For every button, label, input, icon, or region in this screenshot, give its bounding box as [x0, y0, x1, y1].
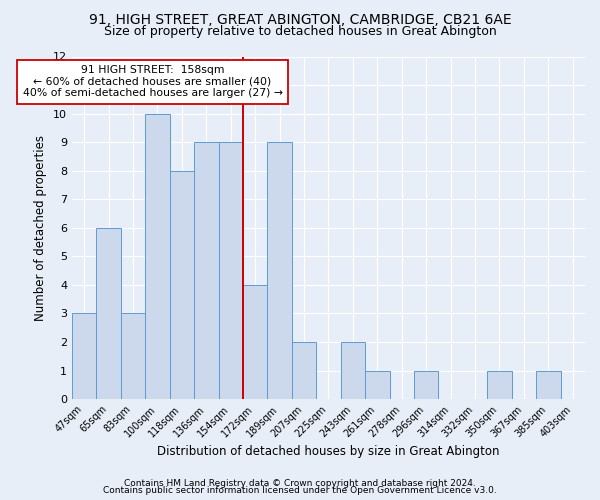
- Bar: [145, 114, 170, 399]
- Bar: [97, 228, 121, 399]
- Bar: [72, 314, 97, 399]
- Bar: [170, 170, 194, 399]
- Text: Size of property relative to detached houses in Great Abington: Size of property relative to detached ho…: [104, 25, 496, 38]
- Text: 91, HIGH STREET, GREAT ABINGTON, CAMBRIDGE, CB21 6AE: 91, HIGH STREET, GREAT ABINGTON, CAMBRID…: [89, 12, 511, 26]
- Bar: [268, 142, 292, 399]
- Text: Contains public sector information licensed under the Open Government Licence v3: Contains public sector information licen…: [103, 486, 497, 495]
- Bar: [414, 370, 439, 399]
- Bar: [121, 314, 145, 399]
- Bar: [243, 285, 268, 399]
- Bar: [341, 342, 365, 399]
- X-axis label: Distribution of detached houses by size in Great Abington: Distribution of detached houses by size …: [157, 444, 500, 458]
- Y-axis label: Number of detached properties: Number of detached properties: [34, 135, 47, 321]
- Bar: [365, 370, 389, 399]
- Text: Contains HM Land Registry data © Crown copyright and database right 2024.: Contains HM Land Registry data © Crown c…: [124, 478, 476, 488]
- Bar: [292, 342, 316, 399]
- Bar: [536, 370, 560, 399]
- Bar: [218, 142, 243, 399]
- Text: 91 HIGH STREET:  158sqm
← 60% of detached houses are smaller (40)
40% of semi-de: 91 HIGH STREET: 158sqm ← 60% of detached…: [23, 65, 283, 98]
- Bar: [194, 142, 218, 399]
- Bar: [487, 370, 512, 399]
